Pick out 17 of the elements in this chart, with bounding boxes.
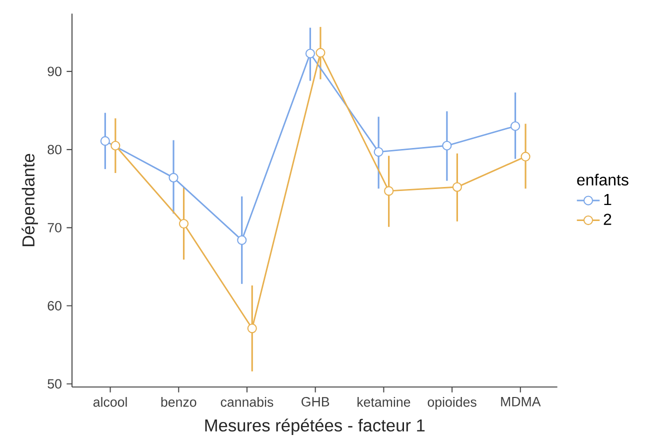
- y-tick-label: 60: [48, 301, 62, 310]
- y-tick-label: 50: [48, 379, 62, 389]
- x-tick-label: GHB: [302, 397, 330, 406]
- y-axis-title: Dépendante: [22, 154, 38, 246]
- x-tick-label: cannabis: [220, 397, 274, 407]
- x-tick-label: ketamine: [358, 397, 410, 407]
- legend-label: 1: [604, 194, 612, 206]
- x-tick-label: opioides: [428, 397, 476, 410]
- legend-title: enfants: [577, 174, 628, 186]
- legend-label: 2: [604, 214, 612, 225]
- y-tick-label: 70: [48, 222, 62, 232]
- x-tick-label: benzo: [161, 397, 196, 407]
- y-tick-label: 80: [48, 144, 62, 154]
- x-tick-label: MDMA: [501, 397, 541, 406]
- x-tick-label: alcool: [93, 397, 127, 407]
- y-tick-label: 90: [48, 66, 62, 76]
- x-axis-title: Mesures répétées - facteur 1: [205, 418, 425, 435]
